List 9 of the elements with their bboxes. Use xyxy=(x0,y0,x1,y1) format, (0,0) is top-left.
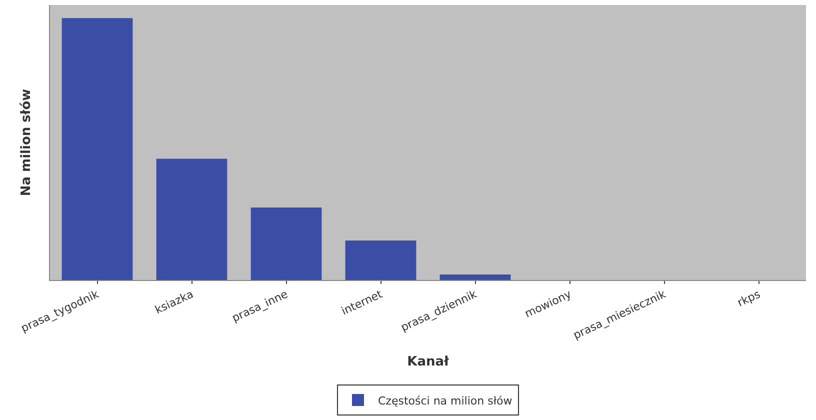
y-axis-title: Na milion słów xyxy=(18,88,34,196)
bar xyxy=(156,158,228,280)
x-axis-title: Kanał xyxy=(407,354,450,370)
bar xyxy=(345,240,416,280)
bar xyxy=(250,207,322,280)
bar xyxy=(62,18,133,280)
bar xyxy=(440,274,511,280)
legend-label: Częstości na milion słów xyxy=(378,394,512,408)
x-tick-label: rkps xyxy=(735,288,763,310)
